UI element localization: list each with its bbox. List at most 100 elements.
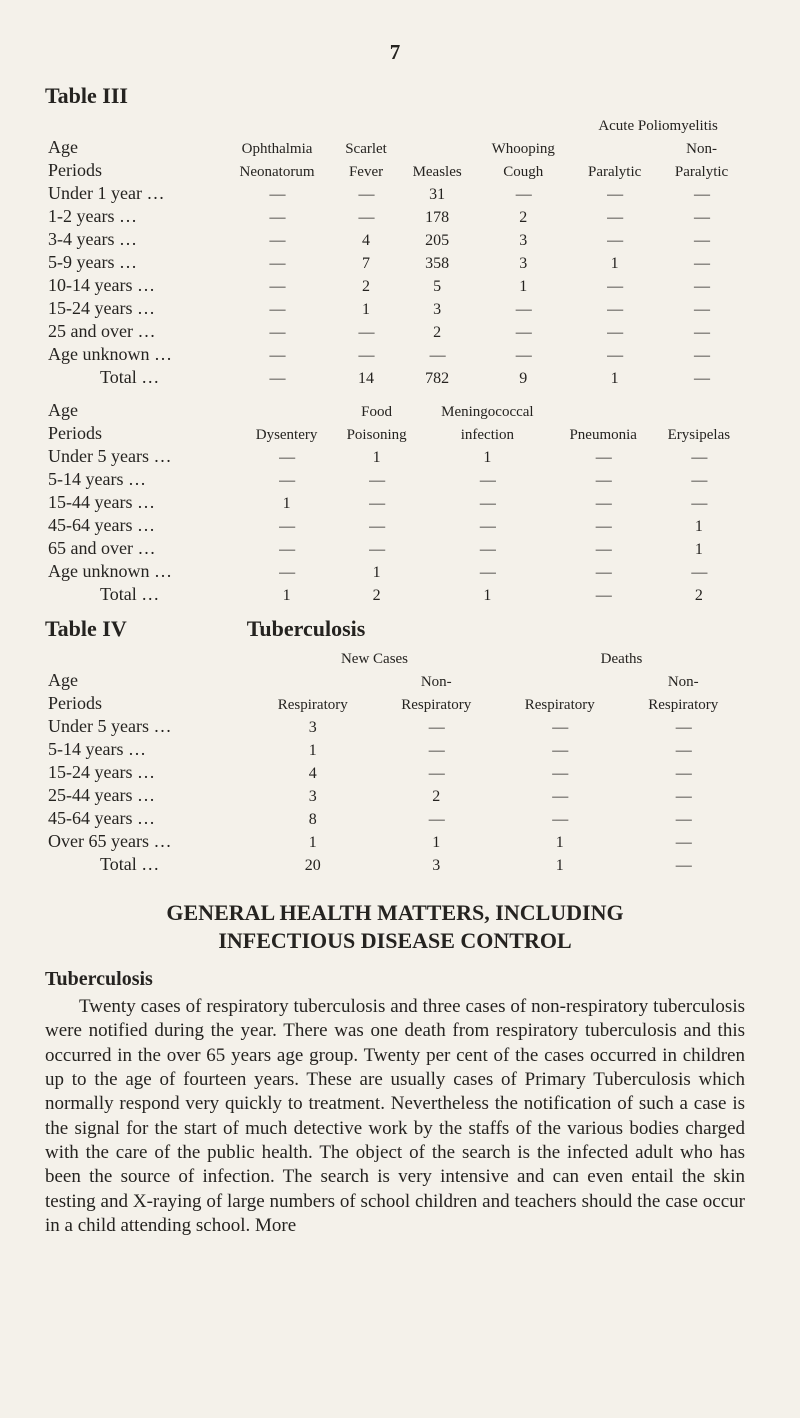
table-cell: — xyxy=(399,343,475,366)
table-cell: — xyxy=(554,468,653,491)
table-row: 10-14 years …—251—— xyxy=(45,274,745,297)
table-cell: — xyxy=(658,366,745,389)
table-cell: — xyxy=(332,468,421,491)
table-cell: — xyxy=(571,297,658,320)
table-cell: — xyxy=(221,366,333,389)
table-cell: 1 xyxy=(251,830,375,853)
table-cell: — xyxy=(375,738,499,761)
table3-header-row1: Acute Poliomyelitis xyxy=(45,117,745,136)
table-cell: 1 xyxy=(653,537,745,560)
table-cell: — xyxy=(658,182,745,205)
cough-head: Cough xyxy=(475,159,571,182)
table-cell: — xyxy=(221,205,333,228)
row-label: Under 5 years … xyxy=(45,715,251,738)
table-cell: — xyxy=(571,320,658,343)
table-cell: — xyxy=(332,514,421,537)
document-page: 7 Table III Acute Poliomyelitis Age Opht… xyxy=(0,0,800,1418)
table-cell: — xyxy=(421,560,554,583)
table-cell: — xyxy=(475,320,571,343)
row-label: 5-14 years … xyxy=(45,468,241,491)
table-cell: 3 xyxy=(475,228,571,251)
table-cell: — xyxy=(622,715,746,738)
table3-header-row3: Periods Neonatorum Fever Measles Cough P… xyxy=(45,159,745,182)
table-cell: — xyxy=(658,228,745,251)
row-label: 5-14 years … xyxy=(45,738,251,761)
table3-part1: Acute Poliomyelitis Age Ophthalmia Scarl… xyxy=(45,117,745,389)
table-cell: — xyxy=(653,560,745,583)
table-cell: — xyxy=(554,560,653,583)
table-row: Age unknown …—————— xyxy=(45,343,745,366)
row-label: Total … xyxy=(45,853,251,876)
row-label: 1-2 years … xyxy=(45,205,221,228)
table-cell: — xyxy=(571,343,658,366)
table-cell: 358 xyxy=(399,251,475,274)
table4: New Cases Deaths Age Non- Non- Periods R… xyxy=(45,650,745,876)
row-label: Age unknown … xyxy=(45,560,241,583)
table-cell: — xyxy=(241,560,332,583)
table-cell: 178 xyxy=(399,205,475,228)
age-head-4: Age xyxy=(45,669,251,692)
table-cell: — xyxy=(498,807,622,830)
table-cell: — xyxy=(658,343,745,366)
table-cell: — xyxy=(554,491,653,514)
table-row: 15-24 years …4——— xyxy=(45,761,745,784)
table-cell: — xyxy=(241,445,332,468)
row-label: Age unknown … xyxy=(45,343,221,366)
table-cell: — xyxy=(653,445,745,468)
table-cell: — xyxy=(332,537,421,560)
table4-group-head: New Cases Deaths xyxy=(45,650,745,669)
scarlet-head: Scarlet xyxy=(333,136,399,159)
table-cell: 4 xyxy=(333,228,399,251)
body-paragraph: Twenty cases of respiratory tuberculosis… xyxy=(45,995,745,1238)
table-cell: 3 xyxy=(375,853,499,876)
table-cell: — xyxy=(653,468,745,491)
table-cell: — xyxy=(241,468,332,491)
table-cell: — xyxy=(498,784,622,807)
table-cell: — xyxy=(221,320,333,343)
table-cell: — xyxy=(571,205,658,228)
table-cell: — xyxy=(658,297,745,320)
row-label: 15-24 years … xyxy=(45,761,251,784)
table-cell: — xyxy=(498,738,622,761)
table-cell: — xyxy=(375,807,499,830)
table-cell: — xyxy=(653,491,745,514)
resp3-head: Respiratory xyxy=(498,692,622,715)
row-label: 25 and over … xyxy=(45,320,221,343)
table-cell: 1 xyxy=(333,297,399,320)
table-cell: — xyxy=(571,182,658,205)
row-label: 3-4 years … xyxy=(45,228,221,251)
infect-head: infection xyxy=(421,422,554,445)
table-total-row: Total …121—2 xyxy=(45,583,745,606)
table-cell: 1 xyxy=(241,583,332,606)
table-row: 3-4 years …—42053—— xyxy=(45,228,745,251)
table-cell: — xyxy=(221,182,333,205)
row-label: Under 5 years … xyxy=(45,445,241,468)
table-cell: — xyxy=(622,784,746,807)
newcases-head: New Cases xyxy=(251,650,498,669)
resp4-head: Respiratory xyxy=(622,692,746,715)
table-cell: — xyxy=(421,491,554,514)
row-label: 25-44 years … xyxy=(45,784,251,807)
table-cell: 7 xyxy=(333,251,399,274)
dys-head: Dysentery xyxy=(241,422,332,445)
table-row: Under 5 years …—11—— xyxy=(45,445,745,468)
mening-head: Meningococcal xyxy=(421,399,554,422)
resp-head: Respiratory xyxy=(251,692,375,715)
table-cell: 2 xyxy=(332,583,421,606)
table-cell: — xyxy=(375,715,499,738)
table4-label: Table IV xyxy=(45,616,127,642)
table-cell: 31 xyxy=(399,182,475,205)
row-label: 15-24 years … xyxy=(45,297,221,320)
table-cell: — xyxy=(221,251,333,274)
table-cell: 1 xyxy=(475,274,571,297)
table-cell: 205 xyxy=(399,228,475,251)
table-cell: — xyxy=(421,514,554,537)
table-cell: — xyxy=(498,761,622,784)
non-head: Non- xyxy=(375,669,499,692)
table-cell: 8 xyxy=(251,807,375,830)
table-cell: — xyxy=(658,205,745,228)
table-row: 15-44 years …1———— xyxy=(45,491,745,514)
paralytic-head: Paralytic xyxy=(571,159,658,182)
table-cell: 14 xyxy=(333,366,399,389)
table-row: 45-64 years …————1 xyxy=(45,514,745,537)
